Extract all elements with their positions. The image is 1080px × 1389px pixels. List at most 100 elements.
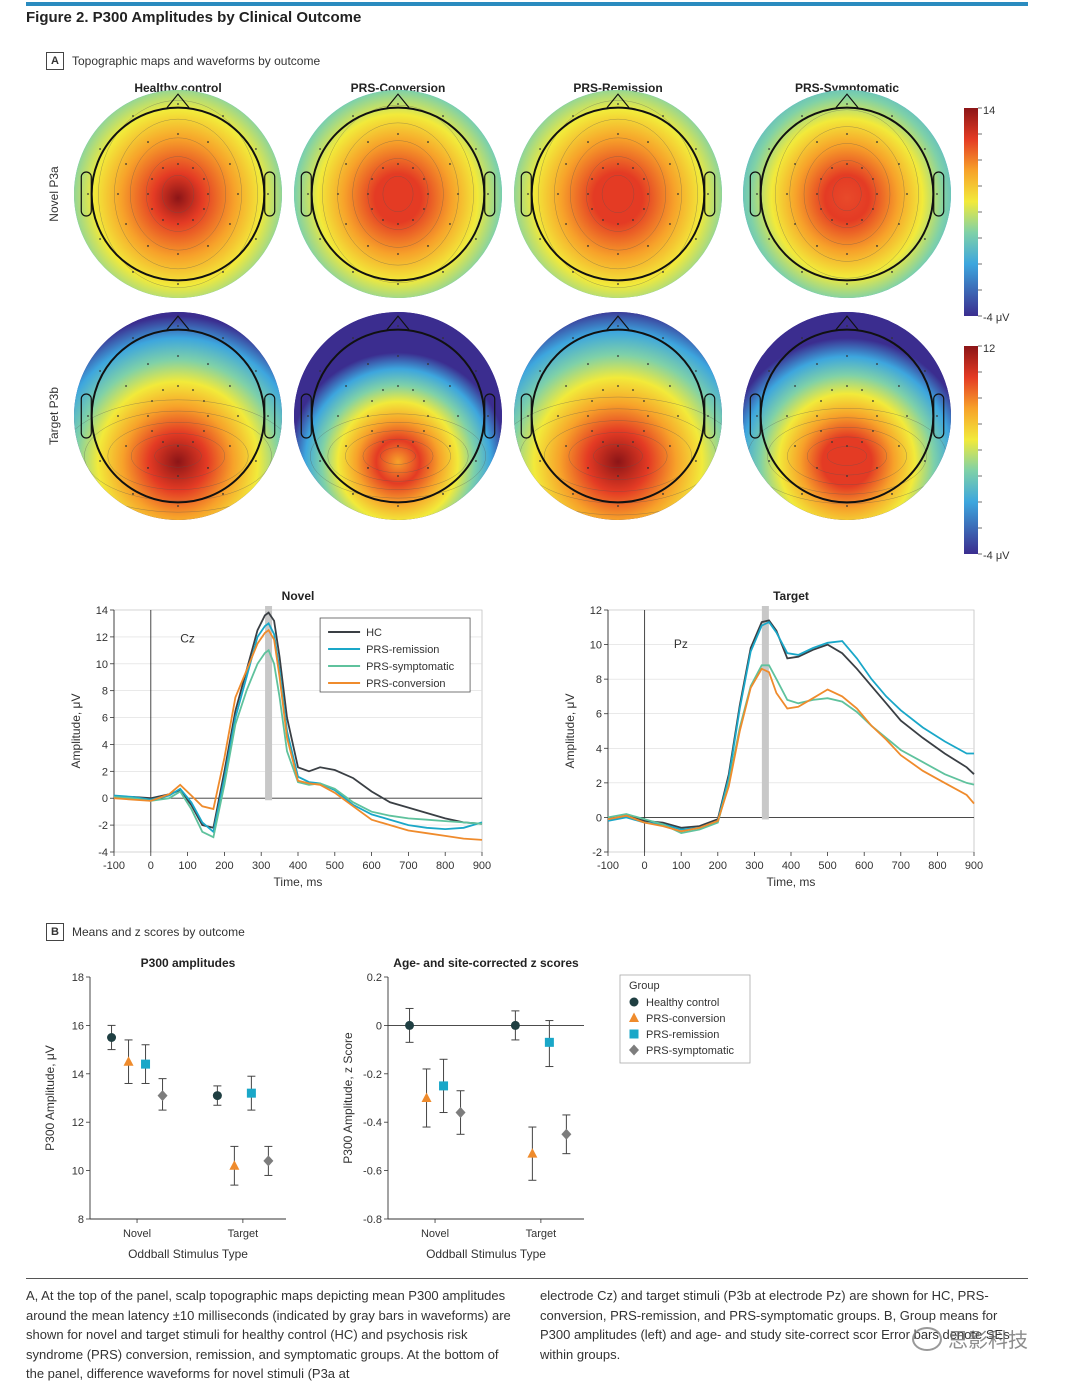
legend-title: Group	[629, 980, 660, 992]
colorbar-min-label: -4 μV	[983, 312, 1010, 324]
y-tick-label: -2	[592, 847, 602, 859]
caption-right-tail: scor	[852, 1327, 878, 1342]
right-ear-outline	[704, 393, 716, 439]
topo-map-healthy-control	[74, 312, 282, 520]
legend-entry: Healthy control	[646, 997, 719, 1009]
left-ear-outline	[520, 171, 532, 217]
data-point-healthy-control	[405, 1020, 415, 1030]
x-tick-label: 900	[473, 860, 491, 872]
right-ear-outline	[704, 171, 716, 217]
x-tick-label: 0	[642, 860, 648, 872]
y-tick-label: 2	[596, 778, 602, 790]
nose-outline	[835, 315, 859, 331]
data-point-prs-conversion	[527, 1148, 538, 1158]
y-tick-label: 14	[72, 1069, 84, 1081]
right-ear-outline	[264, 171, 276, 217]
watermark: 思影科技	[912, 1324, 1028, 1353]
legend-marker	[629, 997, 639, 1007]
latency-gray-bar	[761, 606, 769, 820]
colorbar	[964, 346, 978, 554]
right-ear-outline	[484, 171, 496, 217]
x-tick-label: 0	[148, 860, 154, 872]
y-tick-label: 16	[72, 1020, 84, 1032]
nose-outline	[386, 315, 410, 331]
waveform-chart-target: Target -2 0 2 4 6 8 10 12 -100 0 100 200 300 400 500 600…	[563, 589, 983, 889]
y-tick-label: -0.4	[363, 1117, 382, 1129]
nose-outline	[386, 93, 410, 109]
x-tick-label: -100	[103, 860, 125, 872]
x-tick-label: 200	[215, 860, 233, 872]
topo-column-label: PRS-Conversion	[351, 81, 446, 95]
x-tick-label: 300	[745, 860, 763, 872]
left-ear-outline	[80, 171, 92, 217]
series-line-prs-conversion	[607, 667, 975, 833]
x-axis-label: Oddball Stimulus Type	[128, 1247, 248, 1261]
y-tick-label: 12	[72, 1117, 84, 1129]
y-tick-label: 8	[596, 674, 602, 686]
data-point-prs-conversion	[123, 1056, 134, 1066]
series-line-prs-remission	[113, 622, 483, 834]
y-tick-label: -0.2	[363, 1069, 382, 1081]
y-tick-label: 8	[78, 1214, 84, 1226]
top-rule	[26, 2, 1028, 6]
nose-outline	[606, 315, 630, 331]
y-tick-label: 0	[102, 793, 108, 805]
y-tick-label: 10	[72, 1166, 84, 1178]
y-axis-label: Amplitude, μV	[69, 694, 83, 769]
topo-column-label: Healthy control	[134, 81, 221, 95]
x-tick-label: 300	[252, 860, 270, 872]
y-tick-label: 0.2	[367, 972, 382, 984]
data-point-prs-remission	[439, 1081, 449, 1091]
legend-entry: HC	[366, 627, 382, 639]
right-ear-outline	[484, 393, 496, 439]
colorbar-max-label: 12	[983, 343, 995, 355]
legend-marker	[629, 1012, 639, 1022]
legend-box	[619, 974, 751, 1064]
nose-outline	[166, 93, 190, 109]
means-chart-amplitudes: P300 amplitudes 8 10 12 14 16 18 Novel Target Odd…	[43, 956, 286, 1261]
x-tick-label: 400	[289, 860, 307, 872]
means-chart-z-scores: Age- and site-corrected z scores -0.8 -0.6…	[341, 956, 751, 1261]
panel-b-text: Means and z scores by outcome	[72, 925, 245, 939]
legend-entry: PRS-remission	[366, 644, 439, 656]
data-point-prs-symptomatic	[263, 1155, 274, 1167]
wechat-icon	[912, 1326, 942, 1351]
panel-a-letter: A	[46, 52, 64, 70]
y-tick-label: 10	[96, 659, 108, 671]
data-point-prs-symptomatic	[455, 1107, 466, 1119]
panel-b-letter: B	[46, 923, 64, 941]
data-point-prs-remission	[141, 1059, 151, 1069]
y-tick-label: 10	[590, 640, 602, 652]
legend-entry: PRS-conversion	[366, 678, 445, 690]
x-tick-label: 400	[782, 860, 800, 872]
x-axis-label: Time, ms	[767, 875, 816, 889]
y-tick-label: 2	[102, 766, 108, 778]
data-point-healthy-control	[212, 1091, 222, 1101]
caption-right: electrode Cz) and target stimuli (P3b at…	[540, 1286, 1030, 1364]
x-tick-label: Target	[228, 1228, 259, 1240]
colorbar-max-label: 14	[983, 105, 995, 117]
topo-row-label: Target P3b	[47, 387, 61, 445]
legend-entry: PRS-remission	[646, 1029, 719, 1041]
x-tick-label: Novel	[421, 1228, 449, 1240]
topo-column-label: PRS-Remission	[573, 81, 662, 95]
series-line-prs-conversion	[113, 628, 483, 841]
x-tick-label: 800	[436, 860, 454, 872]
means-charts: P300 amplitudes 8 10 12 14 16 18 Novel Target Odd…	[43, 956, 751, 1261]
y-tick-label: -0.6	[363, 1166, 382, 1178]
legend-entry: PRS-symptomatic	[366, 661, 455, 673]
panel-b-label: B Means and z scores by outcome	[46, 923, 245, 941]
legend-marker	[629, 1044, 639, 1056]
y-tick-label: 14	[96, 605, 108, 617]
y-tick-label: 18	[72, 972, 84, 984]
data-point-prs-symptomatic	[157, 1090, 168, 1102]
y-axis-label: Amplitude, μV	[563, 694, 577, 769]
chart-title: Novel	[282, 589, 315, 603]
x-tick-label: 900	[965, 860, 983, 872]
data-point-prs-symptomatic	[561, 1128, 572, 1140]
chart-title: P300 amplitudes	[141, 956, 236, 970]
y-tick-label: 6	[102, 713, 108, 725]
x-axis-label: Oddball Stimulus Type	[426, 1247, 546, 1261]
data-point-prs-conversion	[421, 1092, 432, 1102]
